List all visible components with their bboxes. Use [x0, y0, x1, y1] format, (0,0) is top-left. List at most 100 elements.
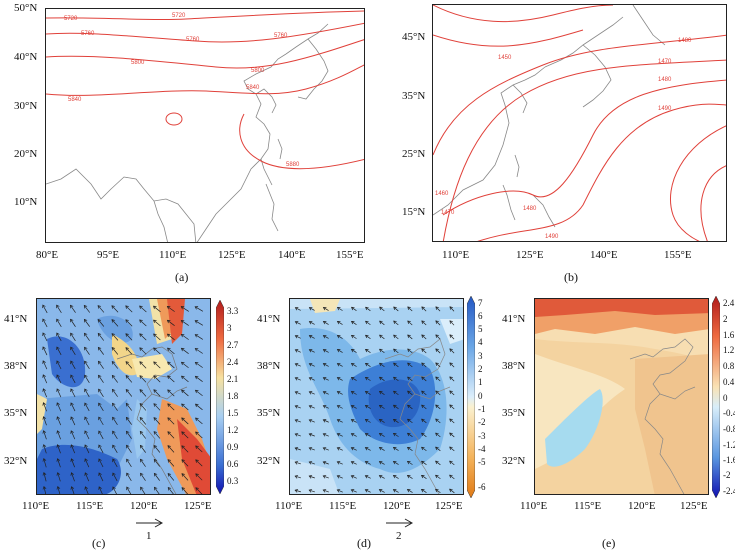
- wind-vector-head: [195, 473, 199, 477]
- wind-vector-head: [98, 360, 102, 365]
- wind-vector: [365, 349, 371, 353]
- wind-vector-head: [125, 388, 130, 393]
- wind-vector: [153, 403, 161, 411]
- wind-vector: [153, 417, 161, 425]
- wind-vector: [323, 433, 329, 437]
- wind-vector-head: [56, 458, 61, 462]
- wind-vector: [407, 348, 413, 354]
- wind-vector: [195, 445, 203, 453]
- colorbar-tick: 1.5: [227, 408, 239, 418]
- wind-vector: [56, 305, 62, 313]
- wind-vector-head: [42, 416, 47, 420]
- wind-vector-head: [139, 430, 144, 435]
- wind-vector-head: [350, 377, 355, 381]
- wind-vector-head: [308, 474, 313, 479]
- wind-vector: [337, 433, 343, 437]
- wind-vector: [309, 391, 315, 395]
- wind-vector: [435, 460, 441, 466]
- wind-vector: [393, 461, 399, 465]
- wind-vector-head: [126, 486, 130, 491]
- wind-vector-head: [406, 446, 411, 451]
- colorbar-tick: 2.4: [723, 298, 735, 308]
- wind-vector-head: [378, 390, 383, 395]
- colorbar-tick: 0: [723, 393, 728, 403]
- wind-vector: [309, 405, 315, 409]
- wind-vector-head: [181, 459, 185, 463]
- wind-vector: [181, 361, 189, 369]
- colorbar-tick: -1.2: [723, 440, 735, 450]
- wind-vector: [98, 430, 104, 440]
- wind-vector-head: [84, 374, 88, 379]
- wind-vector: [393, 376, 399, 382]
- wind-vector-head: [70, 458, 74, 462]
- wind-vector: [393, 447, 399, 451]
- wind-vector: [57, 458, 61, 468]
- wind-vector-head: [365, 306, 369, 311]
- wind-vector: [139, 319, 147, 327]
- panel-b: 1450 1460 1470 1470 1480 1480 1480 1490 …: [372, 0, 735, 290]
- colorbar-tick: -2: [723, 470, 731, 480]
- wind-vector-head: [420, 488, 425, 493]
- reference-vector-scale: 2: [396, 530, 402, 542]
- wind-vector: [84, 374, 90, 384]
- wind-vector: [449, 418, 455, 424]
- wind-vector: [323, 349, 329, 353]
- wind-vector: [194, 320, 204, 326]
- wind-vector-head: [181, 389, 185, 394]
- wind-vector-head: [364, 461, 369, 465]
- wind-vector-head: [350, 461, 355, 465]
- wind-vector: [365, 391, 371, 395]
- wind-vector-head: [56, 332, 60, 337]
- wind-vector: [379, 447, 385, 451]
- wind-vector-head: [365, 334, 369, 339]
- wind-vector-head: [70, 430, 74, 434]
- wind-vector-head: [84, 360, 88, 365]
- wind-vector: [309, 475, 315, 479]
- wind-vector-head: [195, 431, 199, 436]
- wind-vector-head: [435, 334, 439, 338]
- wind-vector-head: [166, 305, 171, 310]
- wind-vector-head: [84, 472, 88, 476]
- wind-vector: [365, 461, 371, 465]
- wind-vector: [125, 389, 133, 397]
- wind-vector: [295, 461, 301, 465]
- wind-vector: [126, 445, 132, 453]
- wind-vector-head: [84, 402, 88, 407]
- y-tick: 35°N: [402, 90, 426, 102]
- wind-vector-head: [139, 347, 143, 351]
- colorbar-tick: -2.4: [723, 486, 735, 496]
- wind-vector-head: [194, 348, 199, 352]
- wind-vector: [351, 349, 357, 353]
- y-tick: 35°N: [4, 407, 28, 419]
- wind-vector-head: [140, 458, 144, 463]
- wind-vector: [97, 305, 105, 313]
- colorbar-tick: 1.8: [227, 391, 239, 401]
- wind-vector: [181, 417, 189, 425]
- wind-vector: [98, 486, 103, 494]
- wind-vector: [111, 361, 119, 369]
- wind-vector-head: [364, 405, 369, 409]
- wind-vector: [70, 444, 76, 454]
- wind-vector: [295, 419, 301, 423]
- wind-vector-head: [153, 472, 158, 477]
- wind-vector-head: [322, 377, 327, 381]
- wind-vector: [449, 446, 455, 452]
- wind-vector-head: [350, 447, 355, 451]
- panel-d-map: [289, 298, 464, 495]
- wind-vector: [351, 335, 357, 339]
- wind-vector-head: [153, 319, 157, 324]
- wind-vector: [337, 447, 343, 451]
- colorbar-tick: -2: [478, 417, 486, 427]
- wind-vector: [167, 445, 175, 453]
- wind-vector-head: [322, 432, 327, 437]
- y-tick: 32°N: [502, 455, 526, 467]
- wind-vector-head: [125, 375, 130, 379]
- wind-vector-head: [407, 418, 411, 423]
- x-tick: 120°E: [628, 500, 656, 512]
- wind-vector: [195, 487, 203, 494]
- wind-vector: [421, 489, 427, 493]
- wind-vector: [70, 416, 76, 426]
- wind-vector-head: [180, 361, 185, 366]
- wind-vector-head: [98, 402, 102, 407]
- panel-a-contours: [46, 10, 364, 170]
